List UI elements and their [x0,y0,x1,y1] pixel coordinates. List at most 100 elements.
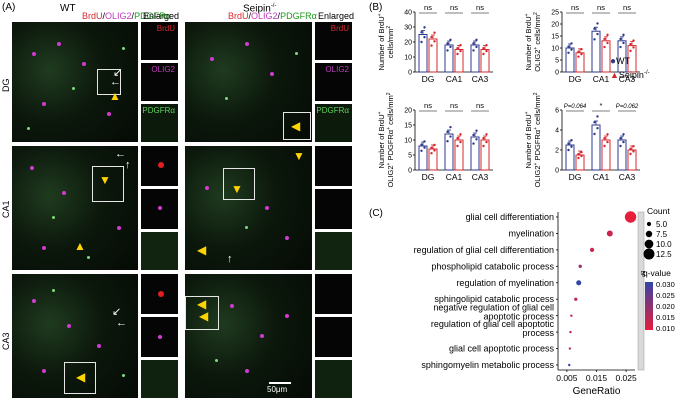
data-point [629,147,632,150]
y-tick-label: 2 [555,148,559,155]
bar-wt [565,47,575,73]
term-label: regulation of glial cell differentiation [414,245,554,255]
term-label: sphingolipid catabolic process [434,294,554,304]
data-point [423,146,426,149]
zoom-box [223,168,255,200]
cell [27,127,30,130]
y-tick-label: 10 [404,138,412,145]
y-tick-label: 15 [404,123,412,130]
y-tick-label: 10 [551,46,559,53]
data-point [603,144,606,148]
wt-ca1-enlarged-olig2 [141,189,178,229]
wt-ca3-enlarged-brdu [141,274,178,314]
y-axis-label-sup: + [386,162,392,165]
y-tick-label: 20 [404,40,412,47]
data-point [482,52,485,56]
term-dot [568,363,571,367]
y-axis-label-part: PDGFRα [386,129,395,160]
y-tick-label: 10 [404,55,412,62]
data-point [629,42,632,46]
seipin-marker: ▲ [610,70,619,80]
term-label: glial cell differentiation [466,212,554,222]
y-tick-label: 0 [408,168,412,175]
cell [245,369,249,373]
data-point [632,46,635,49]
seipin-header: Seipin-/- [243,3,277,15]
significance-label: * [600,101,603,110]
cell [245,226,248,229]
term-dot [568,347,572,350]
term-label-line: process [522,328,554,338]
bar-seipin [480,139,490,171]
q-legend-title: q-value [643,268,671,278]
data-point [619,144,622,148]
term-label-line: apoptotic process [483,312,554,322]
zoom-box [185,296,219,330]
yellow-arrowhead: ◀ [197,297,207,311]
zoom-box [97,69,121,95]
y-axis-label-part: cells/mm [386,95,395,125]
facet-strip [637,211,645,371]
cell [210,57,214,61]
cell [87,256,90,259]
cell [30,166,34,170]
data-point [632,150,635,153]
cell [230,304,234,308]
data-point [632,145,635,148]
data-point [423,35,426,39]
bar-wt [418,34,428,73]
data-point [606,133,609,136]
x-tick-label: DG [422,172,435,182]
data-point [629,152,632,156]
y-axis-label: Number of BrdU+ [524,111,533,168]
data-point [606,41,609,45]
y-tick-label: 25 [551,10,559,17]
cell [117,226,121,230]
yellow-arrowhead: ▲ [109,89,121,103]
significance-label: ns [597,3,605,12]
y-axis-label-sup: + [377,111,383,114]
wt-dg-micrograph: ← ↙ ▲ [12,22,138,142]
seipin-dg-enlarged-olig2: OLIG2 [315,63,352,101]
data-point [456,46,459,50]
data-point [580,150,583,154]
data-point [420,149,423,152]
data-point [570,145,573,148]
data-point [580,47,583,51]
data-point [485,44,488,47]
x-tick-label: 0.015 [586,373,608,383]
significance-label: ns [476,101,484,110]
data-point [482,46,485,50]
significance-label: ns [450,101,458,110]
data-point [433,31,436,34]
seipin-ca3-enlarged-brdu [315,274,352,314]
enlarged-header-left: Enlarged [143,11,180,21]
data-point [622,133,625,136]
yellow-arrowhead: ▼ [99,173,111,187]
bar-seipin [601,40,611,73]
y-axis-label-part: Number of BrdU [524,16,533,70]
white-arrow: ← [116,317,127,329]
data-point [596,126,599,130]
yellow-arrowhead: ◀ [197,243,207,257]
bar-wt [591,124,601,171]
data-point [456,144,459,148]
y-tick-label: 40 [404,10,412,17]
data-point [485,49,488,53]
white-arrow: ↑ [125,159,131,171]
y-axis-label-sup: 2 [533,92,539,95]
y-axis-label-part: OLIG2 [533,165,542,187]
data-point [567,148,570,152]
data-point [456,137,459,140]
y-axis-label-part: Number of BrdU [524,114,533,168]
data-point [430,152,433,155]
y-tick-label: 5 [408,153,412,160]
data-point [619,45,622,49]
x-tick-label: CA1 [446,172,463,182]
bar-seipin [454,139,464,171]
y-tick-label: 6 [555,108,559,115]
cell [285,236,289,240]
data-point [485,133,488,136]
y-axis-label: cells/mm2 [386,26,395,59]
data-point [570,42,573,45]
